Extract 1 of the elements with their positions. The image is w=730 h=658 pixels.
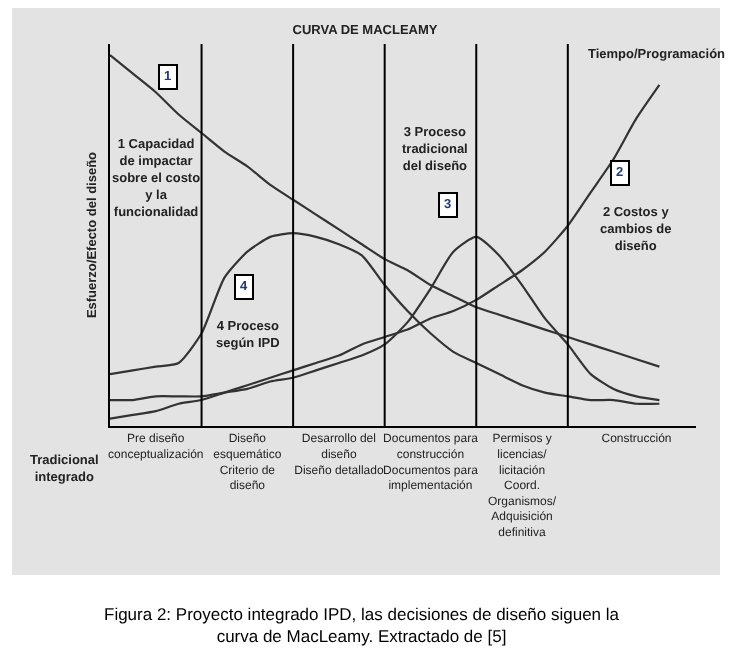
text: Figura 2: Proyecto integrado IPD, las decisiones de diseño siguen la curva de MacLeamy. Extractado de [5] <box>104 604 620 647</box>
